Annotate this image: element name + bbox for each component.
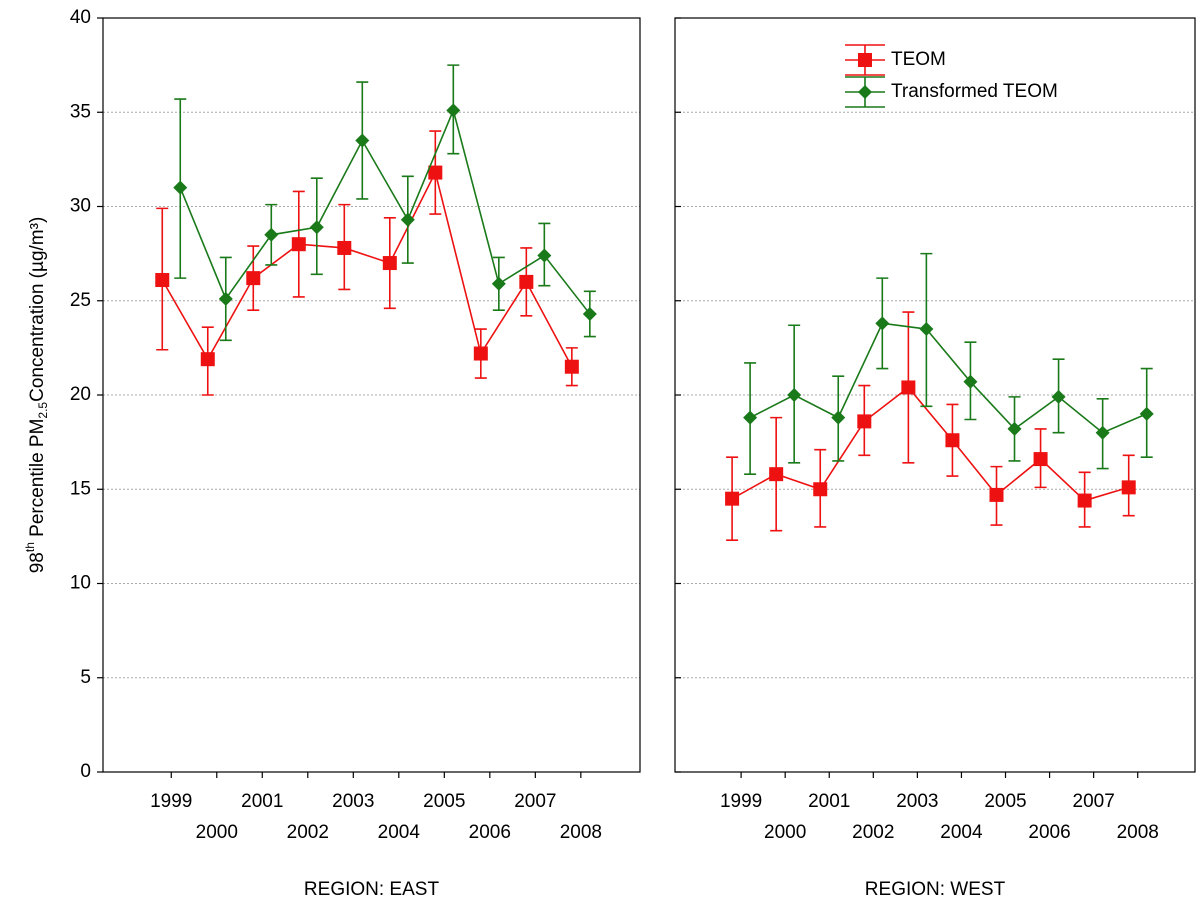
marker bbox=[1139, 406, 1154, 421]
x-tick-label: 2000 bbox=[196, 822, 238, 843]
marker bbox=[264, 227, 279, 242]
marker bbox=[901, 380, 916, 395]
y-label-sup: th bbox=[23, 542, 37, 552]
marker bbox=[519, 274, 534, 289]
y-label-part: Concentration (µg/m³) bbox=[27, 217, 48, 402]
series-line bbox=[179, 107, 591, 315]
series-line bbox=[749, 322, 1148, 434]
plot-frame bbox=[102, 17, 641, 773]
x-tick-label: 2002 bbox=[852, 822, 894, 843]
x-tick-label: 2000 bbox=[764, 822, 806, 843]
x-tick-label: 2007 bbox=[1073, 791, 1115, 812]
x-tick-label: 1999 bbox=[150, 791, 192, 812]
y-tick-label: 5 bbox=[80, 667, 91, 688]
x-tick-label: 2005 bbox=[423, 791, 465, 812]
x-tick-label: 2003 bbox=[332, 791, 374, 812]
marker bbox=[446, 103, 461, 118]
x-tick-label: 2001 bbox=[241, 791, 283, 812]
marker bbox=[337, 240, 352, 255]
y-tick-label: 30 bbox=[70, 196, 91, 217]
marker bbox=[564, 359, 579, 374]
marker bbox=[857, 414, 872, 429]
y-tick-label: 40 bbox=[70, 7, 91, 28]
marker bbox=[173, 180, 188, 195]
marker bbox=[725, 491, 740, 506]
marker bbox=[473, 346, 488, 361]
marker bbox=[919, 322, 934, 337]
x-tick-label: 2006 bbox=[1028, 822, 1070, 843]
marker bbox=[428, 165, 443, 180]
marker bbox=[491, 276, 506, 291]
x-axis-label: REGION: WEST bbox=[865, 879, 1006, 900]
x-tick-label: 2008 bbox=[1117, 822, 1159, 843]
y-tick-label: 10 bbox=[70, 573, 91, 594]
marker bbox=[582, 306, 597, 321]
marker bbox=[1007, 421, 1022, 436]
marker bbox=[989, 487, 1004, 502]
x-axis-label: REGION: EAST bbox=[304, 879, 440, 900]
x-tick-label: 2001 bbox=[808, 791, 850, 812]
y-tick-label: 35 bbox=[70, 101, 91, 122]
marker bbox=[355, 133, 370, 148]
x-tick-label: 2007 bbox=[514, 791, 556, 812]
marker bbox=[787, 388, 802, 402]
marker bbox=[858, 53, 872, 67]
marker bbox=[945, 433, 960, 448]
series-line bbox=[731, 386, 1129, 502]
marker bbox=[246, 271, 261, 286]
marker bbox=[1095, 425, 1110, 440]
x-tick-label: 2002 bbox=[287, 822, 329, 843]
x-tick-label: 2004 bbox=[378, 822, 421, 843]
marker bbox=[155, 273, 170, 288]
x-tick-label: 2004 bbox=[940, 822, 983, 843]
y-axis-label: 98th Percentile PM2.5Concentration (µg/m… bbox=[23, 217, 50, 574]
marker bbox=[769, 467, 784, 482]
marker bbox=[1051, 389, 1066, 404]
y-tick-label: 0 bbox=[80, 761, 91, 782]
marker bbox=[309, 220, 324, 235]
y-tick-label: 15 bbox=[70, 478, 91, 499]
marker bbox=[1121, 480, 1136, 495]
marker bbox=[963, 374, 978, 389]
marker bbox=[813, 482, 828, 497]
y-label-part: 98 bbox=[27, 552, 48, 573]
series-line bbox=[161, 170, 573, 368]
y-tick-label: 25 bbox=[70, 290, 91, 311]
x-tick-label: 2003 bbox=[896, 791, 938, 812]
marker bbox=[1077, 493, 1092, 508]
x-tick-label: 2005 bbox=[984, 791, 1026, 812]
x-tick-label: 2008 bbox=[560, 822, 602, 843]
y-label-part: Percentile PM bbox=[27, 419, 48, 543]
marker bbox=[858, 85, 872, 99]
marker bbox=[1033, 452, 1048, 467]
x-tick-label: 2006 bbox=[469, 822, 511, 843]
legend-label: Transformed TEOM bbox=[891, 81, 1058, 102]
marker bbox=[218, 291, 233, 306]
marker bbox=[382, 256, 397, 271]
x-tick-label: 1999 bbox=[720, 791, 762, 812]
marker bbox=[831, 410, 846, 425]
marker bbox=[200, 352, 215, 367]
marker bbox=[291, 237, 306, 252]
marker bbox=[875, 316, 890, 331]
y-label-sub: 2.5 bbox=[36, 402, 50, 419]
y-tick-label: 20 bbox=[70, 384, 91, 405]
legend-label: TEOM bbox=[891, 49, 946, 70]
marker bbox=[400, 212, 415, 227]
plot-frame bbox=[674, 17, 1196, 773]
marker bbox=[537, 248, 552, 263]
marker bbox=[743, 410, 758, 425]
